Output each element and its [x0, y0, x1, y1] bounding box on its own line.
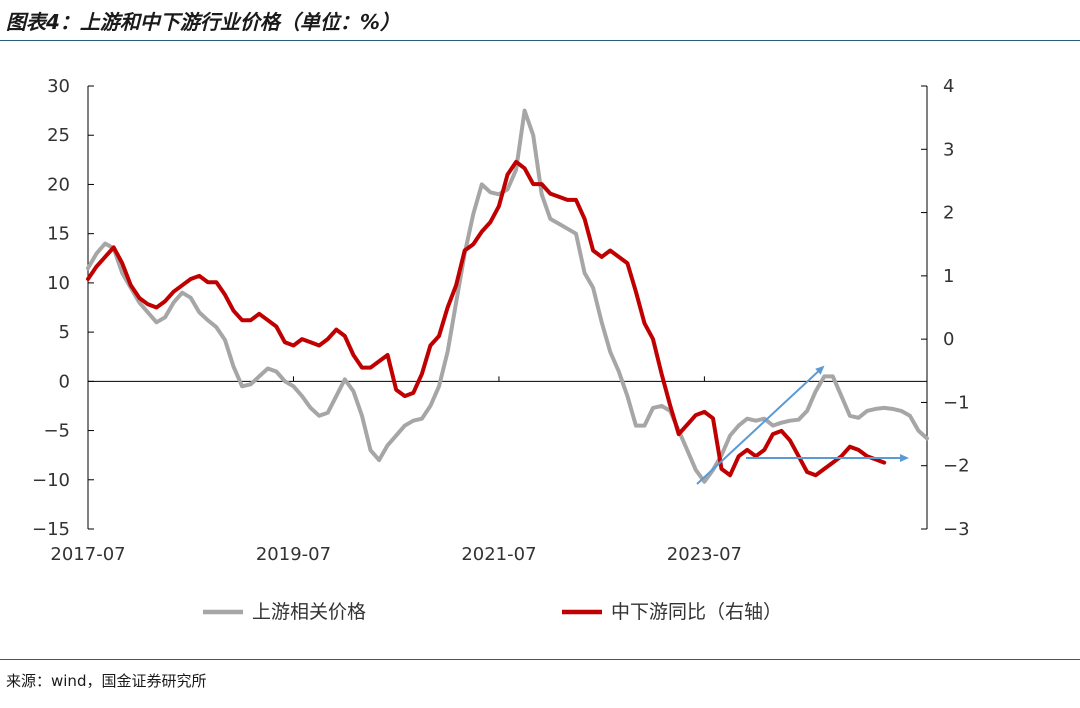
x-tick-label: 2021-07: [461, 544, 536, 565]
series-line-upstream: [86, 108, 929, 484]
y-left-tick-label: 15: [47, 224, 70, 245]
x-tick-label: 2017-07: [50, 544, 125, 565]
bottom-rule: [0, 659, 1080, 660]
y-right-tick-label: 1: [943, 266, 954, 287]
y-left-tick-label: −5: [43, 421, 70, 442]
y-left-tick-label: 30: [47, 76, 70, 97]
y-right-tick-label: 4: [943, 76, 954, 97]
figure-title: 图表4：上游和中下游行业价格（单位：%）: [6, 10, 400, 34]
y-left-tick-label: 25: [47, 125, 70, 146]
series-line-downstream: [86, 159, 887, 478]
source-note: 来源：wind，国金证券研究所: [6, 672, 207, 690]
y-left-tick-label: 5: [59, 322, 70, 343]
rising-trend-arrow: [696, 365, 825, 485]
legend: 上游相关价格 中下游同比（右轴）: [203, 601, 782, 623]
x-axis: 2017-07 2019-07 2021-07 2023-07: [50, 376, 742, 565]
y-right-tick-label: −1: [943, 392, 970, 413]
axes: [87, 86, 928, 529]
legend-label-upstream: 上游相关价格: [252, 601, 366, 623]
y-left-axis: 30 25 20 15 10 5 0 −5 −10 −15: [32, 76, 94, 540]
x-tick-label: 2019-07: [256, 544, 331, 565]
y-right-tick-label: 0: [943, 329, 954, 350]
y-right-tick-label: 3: [943, 139, 954, 160]
top-rule: [0, 40, 1080, 41]
y-right-tick-label: −3: [943, 519, 970, 540]
y-left-tick-label: 0: [59, 371, 70, 392]
series-layer: [86, 108, 929, 484]
y-right-tick-label: 2: [943, 203, 954, 224]
y-left-tick-label: 20: [47, 174, 70, 195]
x-tick-label: 2023-07: [667, 544, 742, 565]
trend-arrows: [696, 365, 909, 485]
y-left-tick-label: −15: [32, 519, 70, 540]
legend-label-downstream: 中下游同比（右轴）: [611, 601, 782, 623]
y-right-axis: 4 3 2 1 0 −1 −2 −3: [921, 76, 970, 540]
y-right-tick-label: −2: [943, 456, 970, 477]
y-left-tick-label: −10: [32, 470, 70, 491]
y-left-tick-label: 10: [47, 273, 70, 294]
